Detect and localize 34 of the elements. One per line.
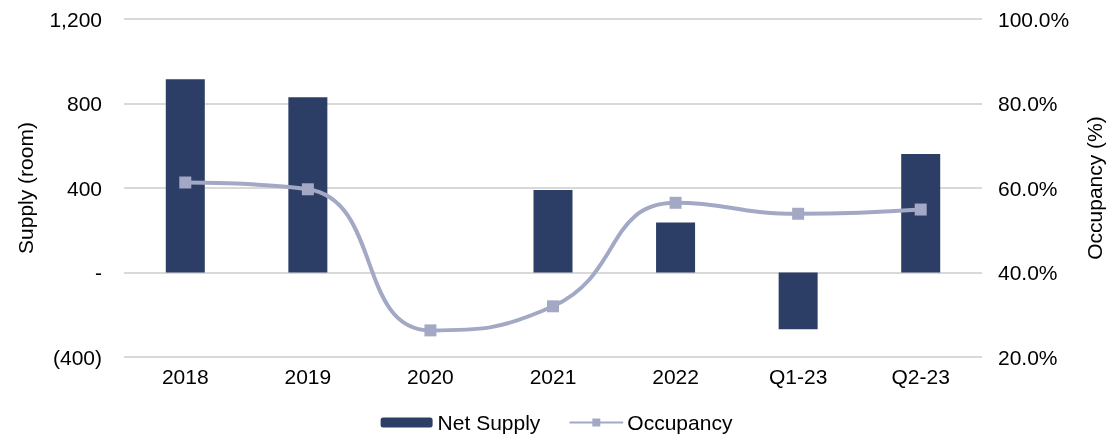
- y-axis-title: Supply (room): [14, 122, 37, 254]
- y2-tick-label: 20.0%: [998, 345, 1058, 369]
- bar: [656, 222, 696, 273]
- x-tick-label: 2019: [284, 365, 332, 388]
- x-tick-label: Q1-23: [768, 365, 828, 388]
- y-tick-label: (400): [52, 345, 102, 369]
- bar: [533, 190, 573, 273]
- x-tick-label: 2018: [161, 365, 209, 388]
- x-tick-label: 2020: [407, 365, 454, 388]
- bar: [901, 153, 941, 273]
- y-tick-label: 1,200: [49, 7, 102, 31]
- bar: [165, 79, 205, 273]
- y-tick-label: -: [95, 261, 102, 284]
- x-tick-label: 2021: [529, 365, 577, 388]
- point: [301, 183, 314, 196]
- legend-label: Net Supply: [437, 411, 541, 434]
- bar: [288, 97, 328, 273]
- y2-tick-label: 40.0%: [998, 261, 1058, 284]
- point: [669, 196, 682, 209]
- y2-tick-label: 60.0%: [998, 176, 1058, 200]
- x-tick-label: Q2-23: [891, 365, 950, 388]
- point: [792, 207, 805, 220]
- point: [547, 300, 559, 313]
- point: [424, 324, 437, 337]
- y-tick-label: 400: [66, 176, 102, 200]
- y2-tick-label: 100.0%: [998, 7, 1070, 31]
- y2-tick-label: 80.0%: [998, 92, 1058, 115]
- y2-axis-title: Occupancy (%): [1083, 116, 1106, 260]
- y-tick-label: 800: [66, 92, 102, 115]
- point: [179, 176, 192, 189]
- x-tick-label: 2022: [652, 365, 699, 388]
- point: [914, 203, 927, 216]
- legend-label: Occupancy: [627, 411, 733, 434]
- bar: [778, 272, 818, 330]
